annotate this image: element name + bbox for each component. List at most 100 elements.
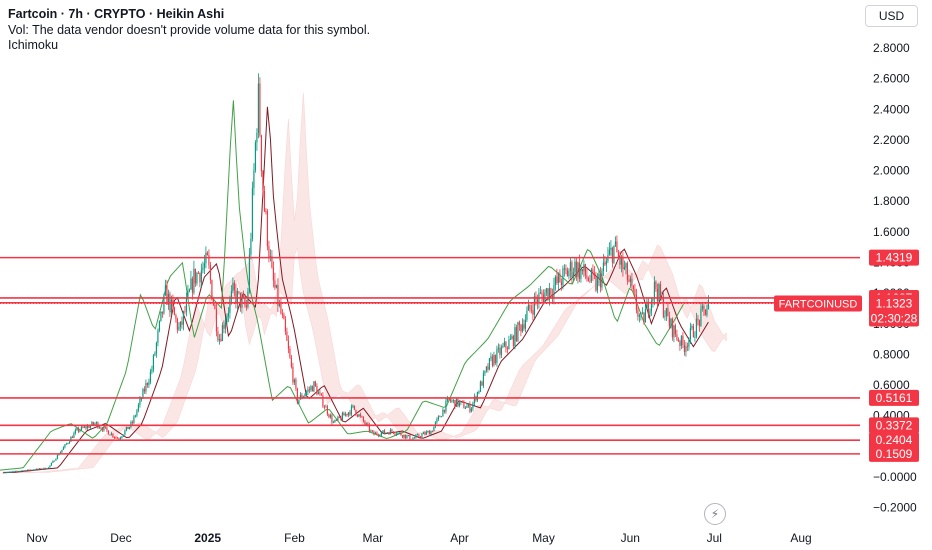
candle (73, 433, 75, 438)
candle (92, 422, 95, 425)
candle (677, 339, 680, 342)
candle (181, 321, 183, 325)
candle (434, 422, 437, 427)
candle (659, 284, 662, 298)
candle (232, 282, 234, 292)
candle (187, 291, 189, 299)
candle (697, 318, 699, 321)
price-tags: 1.43191.16871.13710.51610.33720.24040.15… (774, 249, 919, 462)
candle (233, 282, 236, 291)
y-tick-label: 0.8000 (873, 347, 910, 361)
candle (523, 324, 525, 329)
candle (7, 471, 9, 473)
candle (158, 320, 161, 331)
candle (511, 336, 513, 339)
candle (154, 353, 156, 356)
candle (142, 389, 144, 399)
candle (584, 264, 587, 276)
candle (578, 262, 581, 279)
candle (304, 394, 306, 397)
lightning-icon[interactable]: ⚡︎ (704, 503, 726, 525)
candle (470, 408, 473, 412)
candle (338, 416, 341, 418)
x-tick-label: 2025 (194, 531, 221, 545)
candle (509, 338, 512, 340)
candle (680, 335, 683, 346)
candle (290, 357, 293, 367)
candle (146, 383, 149, 385)
candle (391, 429, 393, 432)
candle (190, 278, 192, 290)
candle (490, 356, 492, 359)
candle (448, 398, 450, 400)
candle (145, 383, 147, 392)
candle (286, 331, 288, 341)
candle (392, 431, 395, 434)
current-price-label: 1.1323 (876, 297, 913, 311)
candle (206, 252, 209, 256)
candle (239, 292, 242, 308)
candle (131, 422, 134, 424)
candle (188, 289, 191, 292)
candle (334, 419, 336, 423)
candle (257, 83, 260, 133)
candle (517, 322, 519, 341)
candle (581, 269, 584, 272)
candle (656, 289, 659, 301)
candle (341, 412, 344, 420)
candle (77, 428, 80, 432)
candle (401, 435, 404, 438)
candle (140, 398, 143, 400)
candle (695, 318, 698, 337)
candle (473, 396, 476, 403)
currency-button[interactable]: USD (865, 5, 918, 27)
candle (611, 247, 614, 263)
candle (395, 434, 398, 436)
candle (569, 262, 572, 272)
candle (652, 298, 654, 301)
candle (463, 402, 465, 409)
candle (364, 421, 366, 425)
candle (553, 285, 555, 298)
candle (347, 412, 350, 416)
candle (317, 392, 320, 395)
candle (416, 434, 419, 436)
indicator-label[interactable]: Ichimoku (8, 38, 59, 52)
kumo-area (3, 92, 727, 473)
countdown-label: 02:30:28 (871, 312, 918, 326)
candle (76, 428, 78, 430)
candle (176, 318, 179, 330)
candle (8, 471, 11, 473)
candle (220, 339, 222, 341)
candle (256, 132, 258, 143)
candle (478, 391, 480, 393)
candle (106, 427, 108, 431)
candle (413, 437, 416, 439)
candle (193, 268, 195, 293)
candle (293, 379, 296, 383)
candle (34, 469, 36, 471)
candle (91, 422, 93, 426)
candle (268, 246, 270, 258)
candle (631, 278, 633, 286)
candle (185, 298, 188, 312)
candle (418, 434, 420, 437)
candle (371, 430, 374, 432)
candle (208, 255, 210, 266)
candle (499, 347, 501, 355)
candle (512, 336, 515, 346)
x-tick-label: Jun (621, 531, 640, 545)
candle (589, 280, 591, 282)
candle (109, 434, 111, 436)
candle (496, 348, 498, 363)
candle (55, 458, 57, 461)
candle (44, 467, 47, 469)
candle (485, 366, 488, 371)
candle (31, 469, 33, 471)
candle (565, 268, 567, 271)
candle (209, 265, 212, 280)
candle (164, 285, 167, 295)
candle (532, 310, 534, 315)
candle (80, 426, 83, 431)
